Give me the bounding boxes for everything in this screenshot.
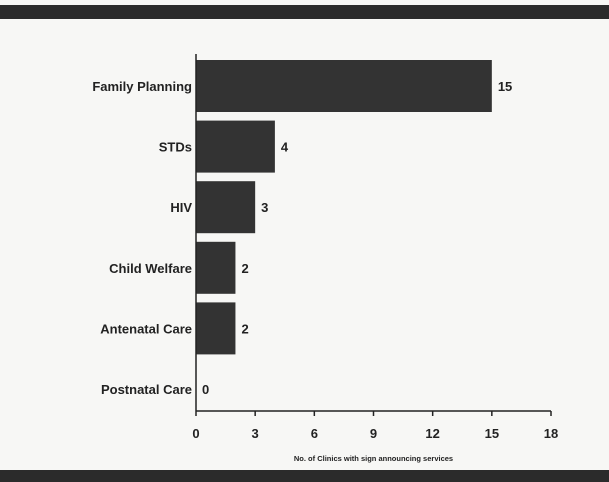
- value-label-1: 4: [281, 140, 289, 155]
- x-axis-label: No. of Clinics with sign announcing serv…: [294, 454, 453, 463]
- bar-3: [196, 241, 236, 294]
- category-label-5: Postnatal Care: [101, 382, 192, 397]
- value-label-5: 0: [202, 382, 209, 397]
- bar-1: [196, 120, 275, 173]
- bottom-border-band: [0, 470, 609, 482]
- x-tick-label-3: 9: [370, 426, 377, 441]
- category-label-1: STDs: [159, 140, 192, 155]
- x-tick-label-2: 6: [311, 426, 318, 441]
- bars-group: [196, 60, 492, 355]
- bar-2: [196, 181, 256, 234]
- value-label-3: 2: [241, 261, 248, 276]
- value-label-2: 3: [261, 200, 268, 215]
- data-labels: 15 4 3 2 2 0: [202, 79, 512, 397]
- category-label-3: Child Welfare: [109, 261, 192, 276]
- category-label-0: Family Planning: [92, 79, 192, 94]
- x-tick-label-1: 3: [252, 426, 259, 441]
- bar-4: [196, 302, 236, 355]
- x-tick-label-0: 0: [192, 426, 199, 441]
- x-tick-label-6: 18: [544, 426, 558, 441]
- bar-0: [196, 60, 492, 112]
- x-tick-label-4: 12: [425, 426, 439, 441]
- category-label-2: HIV: [170, 200, 192, 215]
- category-labels: Family Planning STDs HIV Child Welfare Anten…: [92, 79, 192, 397]
- category-label-4: Antenatal Care: [100, 321, 192, 336]
- top-border-band: [0, 5, 609, 19]
- x-tick-label-5: 15: [485, 426, 499, 441]
- value-label-0: 15: [498, 79, 512, 94]
- value-label-4: 2: [241, 321, 248, 336]
- x-axis-ticks: 0 3 6 9 12 15 18: [192, 411, 558, 441]
